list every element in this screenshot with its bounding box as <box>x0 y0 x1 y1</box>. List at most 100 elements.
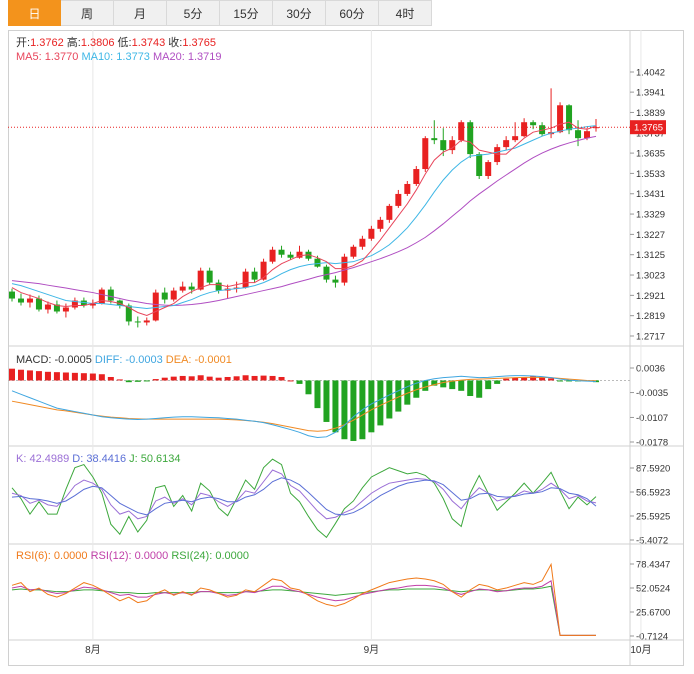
tab-1[interactable]: 周 <box>61 0 114 26</box>
candle-body <box>269 249 276 262</box>
macd-bar <box>161 377 168 381</box>
price-tick-label: 1.2717 <box>636 332 665 343</box>
candle-body <box>404 183 411 194</box>
macd-bar <box>197 375 204 381</box>
macd-bar <box>503 378 510 381</box>
macd-bar <box>395 380 402 412</box>
kdj-legend-item: J: 50.6134 <box>129 453 180 465</box>
x-axis-label: 10月 <box>630 644 651 656</box>
candle-body <box>287 254 294 258</box>
macd-bar <box>566 380 573 382</box>
macd-bar <box>9 368 15 381</box>
kdj-tick-label: 56.5923 <box>636 487 670 498</box>
candle-body <box>35 298 42 310</box>
tab-0[interactable]: 日 <box>8 0 61 26</box>
candle-body <box>584 131 591 139</box>
macd-legend-item: DIFF: -0.0003 <box>95 354 166 366</box>
tab-4[interactable]: 15分 <box>220 0 273 26</box>
rsi24-line <box>11 585 596 636</box>
candle-body <box>9 291 15 299</box>
candle-body <box>62 307 69 312</box>
candle-body <box>206 270 213 283</box>
ma5-line <box>11 121 597 317</box>
macd-tick-label: -0.0107 <box>636 413 668 424</box>
tab-6[interactable]: 60分 <box>326 0 379 26</box>
candle-body <box>143 320 150 323</box>
candle-body <box>188 286 195 290</box>
macd-bar <box>557 380 564 382</box>
candle-body <box>449 140 456 151</box>
candle-body <box>134 321 141 323</box>
candle-body <box>359 238 366 247</box>
period-tabs: 日周月 5分 15分 30分 60分 4时 <box>8 0 432 27</box>
candle-body <box>53 304 60 312</box>
price-tick-label: 1.3329 <box>636 210 665 221</box>
macd-bar <box>458 380 465 391</box>
candle-body <box>350 246 357 257</box>
candle-body <box>71 300 78 308</box>
candle-body <box>395 193 402 206</box>
macd-bar <box>170 376 177 381</box>
x-axis-label: 8月 <box>85 644 101 656</box>
macd-bar <box>80 373 87 381</box>
macd-bar <box>53 372 60 381</box>
candle-body <box>377 219 384 229</box>
rsi-tick-label: 78.4347 <box>636 560 670 571</box>
rsi-tick-label: -0.7124 <box>636 632 668 643</box>
macd-bar <box>305 380 312 395</box>
kdj-legend-item: K: 42.4989 <box>16 453 72 465</box>
price-tick-label: 1.3941 <box>636 88 665 99</box>
macd-bar <box>449 380 456 390</box>
macd-bar <box>62 372 69 381</box>
ma-legend-item: MA5: 1.3770 <box>16 51 81 63</box>
macd-bar <box>233 376 240 381</box>
chart-frame <box>8 30 684 666</box>
macd-bar <box>125 380 132 383</box>
candle-body <box>575 130 582 139</box>
macd-bar <box>35 371 42 381</box>
macd-bar <box>539 376 546 381</box>
macd-legend-item: MACD: -0.0005 <box>16 354 95 366</box>
candle-body <box>485 162 492 177</box>
candle-body <box>152 292 159 321</box>
price-tick-label: 1.4042 <box>636 68 665 79</box>
macd-bar <box>44 371 51 381</box>
candle-body <box>566 105 573 131</box>
candle-body <box>440 140 447 151</box>
candle-body <box>161 292 168 300</box>
price-tick-label: 1.3635 <box>636 149 665 160</box>
macd-bar <box>251 375 258 381</box>
macd-bar <box>260 375 267 381</box>
ohlc-legend: 开:1.3762 高:1.3806 低:1.3743 收:1.3765 <box>16 35 216 49</box>
tab-3[interactable]: 5分 <box>167 0 220 26</box>
tab-2[interactable]: 月 <box>114 0 167 26</box>
macd-bar <box>413 380 420 398</box>
tab-5[interactable]: 30分 <box>273 0 326 26</box>
candle-body <box>179 286 186 291</box>
candle-body <box>251 271 258 280</box>
ohlc-value: 1.3806 <box>81 37 118 49</box>
candle-body <box>476 154 483 177</box>
macd-bar <box>26 370 33 381</box>
candle-body <box>467 122 474 155</box>
ma20-line <box>11 135 597 307</box>
candle-body <box>512 136 519 141</box>
candle-body <box>170 290 177 300</box>
ohlc-value: 1.3765 <box>182 37 216 49</box>
candle-body <box>98 289 105 304</box>
candle-body <box>89 303 96 306</box>
macd-bar <box>494 380 501 384</box>
d-line <box>11 477 597 516</box>
candle-body <box>278 249 285 255</box>
price-tick-label: 1.3023 <box>636 271 665 282</box>
ma10-line <box>11 125 597 310</box>
kdj-legend: K: 42.4989 D: 38.4416 J: 50.6134 <box>16 453 181 465</box>
macd-bar <box>134 380 141 382</box>
candle-body <box>458 122 465 141</box>
tab-7[interactable]: 4时 <box>379 0 432 26</box>
candle-body <box>431 138 438 141</box>
candle-body <box>125 305 132 322</box>
x-axis-label: 9月 <box>364 644 380 656</box>
ohlc-value: 1.3762 <box>30 37 67 49</box>
ohlc-label: 收: <box>168 35 182 49</box>
